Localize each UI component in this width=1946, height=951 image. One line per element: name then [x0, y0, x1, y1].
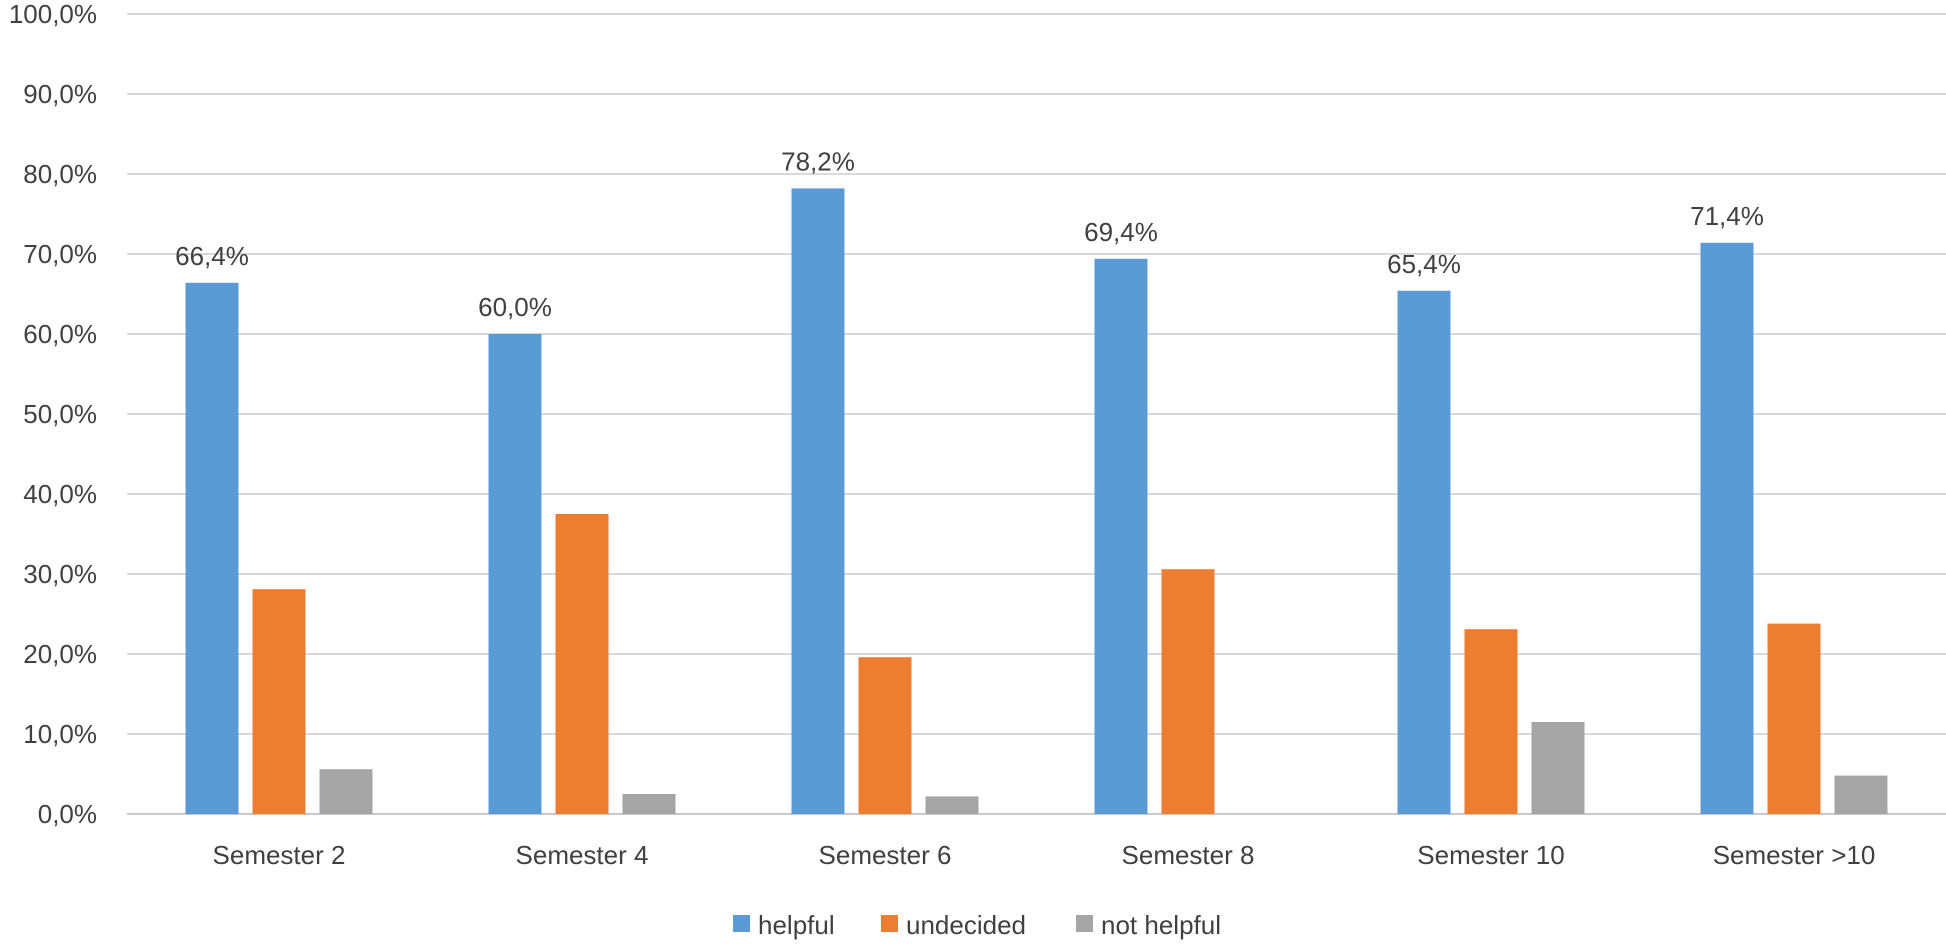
bar-helpful	[185, 282, 239, 814]
data-label: 78,2%	[781, 146, 855, 176]
bar-not-helpful	[622, 794, 676, 814]
data-label: 71,4%	[1690, 201, 1764, 231]
x-tick-label: Semester 10	[1417, 840, 1564, 870]
y-tick-label: 20,0%	[23, 639, 97, 669]
data-label: 66,4%	[175, 241, 249, 271]
y-tick-label: 90,0%	[23, 79, 97, 109]
legend-swatch	[881, 915, 898, 932]
x-axis-tick-labels: Semester 2 Semester 4 Semester 6 Semester 8…	[213, 840, 1876, 870]
bar-helpful	[1397, 290, 1451, 814]
legend-label: undecided	[906, 910, 1026, 940]
legend-label: not helpful	[1101, 910, 1221, 940]
bar-undecided	[252, 589, 306, 814]
x-tick-label: Semester >10	[1713, 840, 1876, 870]
y-tick-label: 10,0%	[23, 719, 97, 749]
bar-not-helpful	[1531, 722, 1585, 814]
x-tick-label: Semester 4	[516, 840, 649, 870]
x-tick-label: Semester 2	[213, 840, 346, 870]
bar-helpful	[791, 188, 845, 814]
bar-not-helpful	[1834, 775, 1888, 814]
y-tick-label: 70,0%	[23, 239, 97, 269]
y-tick-label: 50,0%	[23, 399, 97, 429]
bar-helpful	[488, 334, 542, 814]
data-labels: 66,4% 60,0% 78,2% 69,4% 65,4% 71,4%	[175, 146, 1764, 322]
bar-undecided	[1464, 629, 1518, 814]
bar-undecided	[1161, 569, 1215, 814]
legend-swatch	[1076, 915, 1093, 932]
bar-not-helpful	[319, 769, 373, 814]
y-tick-label: 30,0%	[23, 559, 97, 589]
data-label: 69,4%	[1084, 217, 1158, 247]
legend: helpful undecided not helpful	[733, 910, 1221, 940]
y-axis-tick-labels: 0,0% 10,0% 20,0% 30,0% 40,0% 50,0% 60,0% 70,0% 8…	[9, 0, 97, 829]
bar-undecided	[858, 657, 912, 814]
bar-helpful	[1700, 242, 1754, 815]
y-tick-label: 100,0%	[9, 0, 97, 29]
x-tick-label: Semester 8	[1122, 840, 1255, 870]
y-tick-label: 80,0%	[23, 159, 97, 189]
y-tick-label: 60,0%	[23, 319, 97, 349]
data-label: 60,0%	[478, 292, 552, 322]
data-label: 65,4%	[1387, 249, 1461, 279]
y-tick-label: 40,0%	[23, 479, 97, 509]
x-tick-label: Semester 6	[819, 840, 952, 870]
legend-swatch	[733, 915, 750, 932]
bar-not-helpful	[925, 796, 979, 814]
bar-undecided	[1767, 623, 1821, 814]
bar-undecided	[555, 514, 609, 814]
gridlines	[127, 13, 1946, 815]
bars	[185, 188, 1888, 815]
bar-helpful	[1094, 258, 1148, 814]
legend-label: helpful	[758, 910, 835, 940]
y-tick-label: 0,0%	[38, 799, 97, 829]
